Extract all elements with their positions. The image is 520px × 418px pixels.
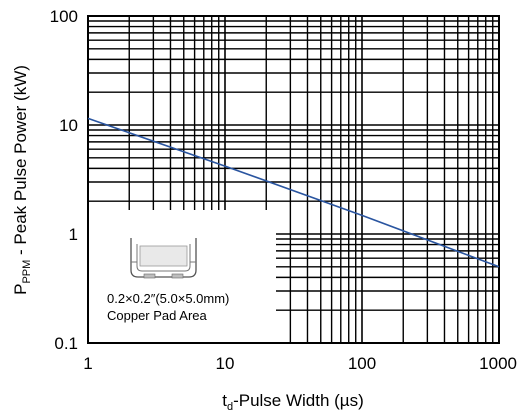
plot-frame [87,15,500,344]
x-tick-label: 10 [216,354,235,373]
x-axis-label: td-Pulse Width (µs) [222,391,364,413]
inset-pad-area: Copper Pad Area [107,308,208,323]
x-tick-label: 1000 [479,354,517,373]
grid-lines [88,16,499,343]
series-line [87,117,500,268]
y-tick-label: 0.1 [54,334,78,353]
smd-package-icon [130,238,197,279]
copper-pad-inset: 0.2×0.2″(5.0×5.0mm) Copper Pad Area [88,210,276,343]
y-axis-label: PPPM - Peak Pulse Power (kW) [11,65,33,295]
inset-pad-size: 0.2×0.2″(5.0×5.0mm) [107,291,229,306]
y-tick-label: 100 [50,7,78,26]
y-tick-label: 1 [69,225,78,244]
y-tick-label: 10 [59,116,78,135]
x-tick-labels: 1 10 100 1000 [83,354,517,373]
x-tick-label: 100 [348,354,376,373]
y-tick-labels: 100 10 1 0.1 [50,7,78,353]
x-tick-label: 1 [83,354,92,373]
